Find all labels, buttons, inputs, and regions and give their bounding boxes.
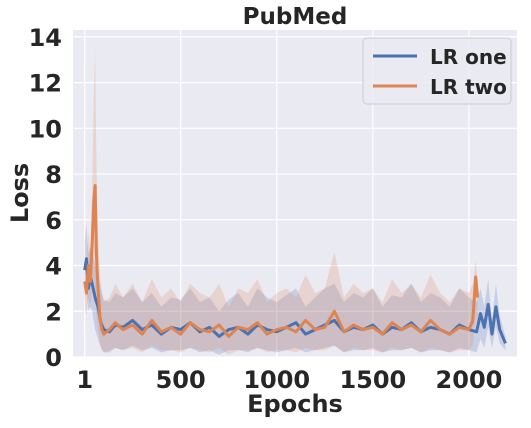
grid [73, 30, 517, 358]
legend: LR one LR two [362, 37, 512, 105]
band-lr-two [84, 48, 478, 355]
y-tick-label: 0 [45, 344, 62, 372]
x-tick-label: 1000 [243, 366, 310, 394]
y-tick-label: 10 [29, 115, 62, 143]
series-line-lr-two [83, 184, 480, 338]
y-tick-label: 12 [29, 70, 62, 98]
legend-label-lr-one: LR one [430, 45, 507, 69]
y-tick-label: 2 [45, 298, 62, 326]
y-tick-label: 6 [45, 207, 62, 235]
y-axis-label: Loss [6, 163, 34, 223]
x-axis-label: Epochs [247, 390, 343, 418]
x-tick-label: 2000 [436, 366, 503, 394]
x-tick-label: 1 [76, 366, 93, 394]
x-tick-label: 1500 [339, 366, 406, 394]
x-tick-label: 500 [156, 366, 206, 394]
y-tick-labels: 0 2 4 6 8 10 12 14 [29, 24, 62, 372]
y-tick-label: 14 [29, 24, 62, 52]
series-lines [83, 184, 507, 344]
y-tick-label: 4 [45, 253, 62, 281]
legend-label-lr-two: LR two [430, 75, 507, 99]
x-tick-labels: 1 500 1000 1500 2000 [76, 366, 502, 394]
y-tick-label: 8 [45, 161, 62, 189]
chart-title: PubMed [243, 4, 348, 30]
